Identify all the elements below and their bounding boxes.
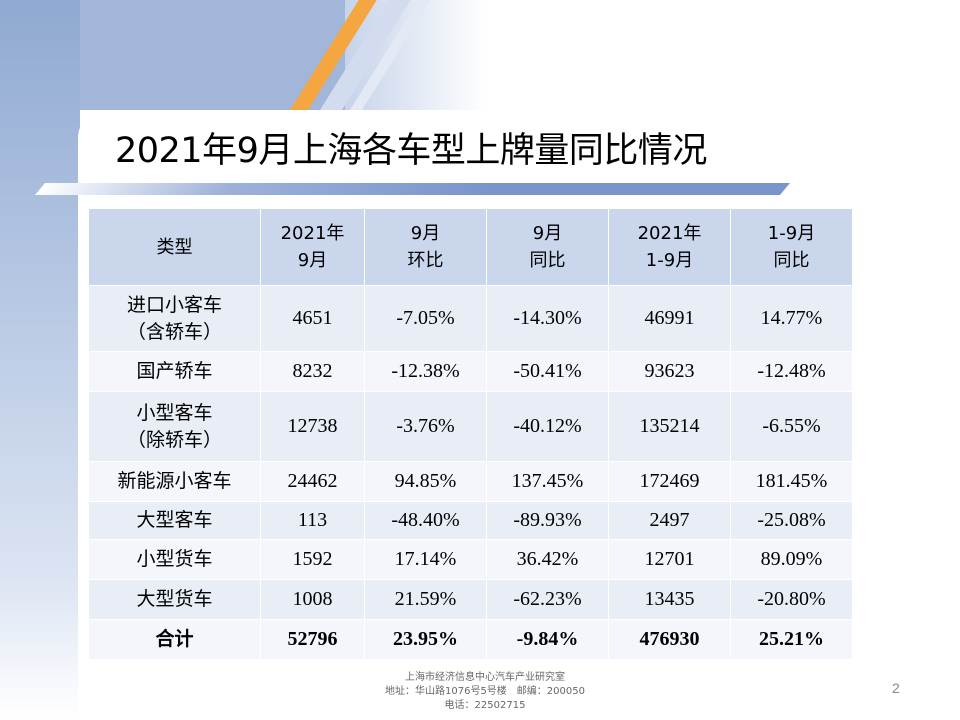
cell-sep-count: 52796 — [260, 619, 365, 660]
cell-ytd-count: 13435 — [608, 579, 731, 620]
footer-phone: 电话：22502715 — [444, 700, 526, 711]
row-category: 进口小客车 （含轿车） — [88, 285, 261, 352]
table-row: 进口小客车 （含轿车） 4651 -7.05% -14.30% 46991 14.… — [88, 285, 853, 352]
header-cell-yoy: 9月 同比 — [486, 208, 609, 286]
cell-mom: 23.95% — [364, 619, 487, 660]
data-table: 类型 2021年 9月 9月 环比 9月 同比 2021年 1-9月 1-9月 同比 进口… — [88, 208, 853, 660]
cell-mom: 21.59% — [364, 579, 487, 620]
cell-sep-count: 12738 — [260, 391, 365, 462]
cell-ytd-count: 46991 — [608, 285, 731, 352]
table-row: 小型货车 1592 17.14% 36.42% 12701 89.09% — [88, 539, 853, 580]
cell-yoy: -50.41% — [486, 351, 609, 392]
row-category: 大型客车 — [88, 501, 261, 540]
cell-sep-count: 1592 — [260, 539, 365, 580]
table-row: 国产轿车 8232 -12.38% -50.41% 93623 -12.48% — [88, 351, 853, 392]
cell-sep-count: 4651 — [260, 285, 365, 352]
cell-sep-count: 113 — [260, 501, 365, 540]
cell-mom: -3.76% — [364, 391, 487, 462]
table-total-row: 合计 52796 23.95% -9.84% 476930 25.21% — [88, 619, 853, 660]
title-underline-bar — [34, 183, 791, 195]
cell-mom: -12.38% — [364, 351, 487, 392]
footer-org: 上海市经济信息中心汽车产业研究室 — [405, 672, 565, 683]
cell-ytd-yoy: -12.48% — [730, 351, 853, 392]
cell-yoy: -89.93% — [486, 501, 609, 540]
row-category: 国产轿车 — [88, 351, 261, 392]
cell-ytd-count: 2497 — [608, 501, 731, 540]
table-row: 大型客车 113 -48.40% -89.93% 2497 -25.08% — [88, 501, 853, 540]
cell-ytd-yoy: 14.77% — [730, 285, 853, 352]
table-row: 新能源小客车 24462 94.85% 137.45% 172469 181.4… — [88, 461, 853, 502]
row-category: 小型货车 — [88, 539, 261, 580]
cell-ytd-yoy: 25.21% — [730, 619, 853, 660]
row-category: 合计 — [88, 619, 261, 660]
cell-yoy: -14.30% — [486, 285, 609, 352]
row-category: 大型货车 — [88, 579, 261, 620]
cell-ytd-yoy: -25.08% — [730, 501, 853, 540]
cell-mom: 94.85% — [364, 461, 487, 502]
header-cell-type: 类型 — [88, 208, 261, 286]
cell-ytd-count: 135214 — [608, 391, 731, 462]
cell-ytd-count: 476930 — [608, 619, 731, 660]
page-number: 2 — [892, 680, 900, 696]
slide-title: 2021年9月上海各车型上牌量同比情况 — [115, 131, 707, 171]
cell-yoy: 36.42% — [486, 539, 609, 580]
cell-sep-count: 8232 — [260, 351, 365, 392]
cell-yoy: 137.45% — [486, 461, 609, 502]
footer-contact: 上海市经济信息中心汽车产业研究室 地址：华山路1076号5号楼 邮编：20005… — [330, 671, 640, 713]
left-decor-panel — [0, 0, 80, 720]
cell-ytd-yoy: 89.09% — [730, 539, 853, 580]
cell-yoy: -40.12% — [486, 391, 609, 462]
cell-ytd-yoy: 181.45% — [730, 461, 853, 502]
cell-ytd-count: 172469 — [608, 461, 731, 502]
cell-ytd-yoy: -20.80% — [730, 579, 853, 620]
header-cell-ytd-yoy: 1-9月 同比 — [730, 208, 853, 286]
cell-ytd-count: 12701 — [608, 539, 731, 580]
cell-ytd-yoy: -6.55% — [730, 391, 853, 462]
cell-mom: -7.05% — [364, 285, 487, 352]
cell-yoy: -9.84% — [486, 619, 609, 660]
cell-mom: -48.40% — [364, 501, 487, 540]
table-header-row: 类型 2021年 9月 9月 环比 9月 同比 2021年 1-9月 1-9月 同比 — [88, 208, 853, 286]
header-cell-sep-2021: 2021年 9月 — [260, 208, 365, 286]
table-row: 小型客车 （除轿车） 12738 -3.76% -40.12% 135214 -6… — [88, 391, 853, 462]
cell-ytd-count: 93623 — [608, 351, 731, 392]
cell-mom: 17.14% — [364, 539, 487, 580]
header-cell-ytd-2021: 2021年 1-9月 — [608, 208, 731, 286]
cell-yoy: -62.23% — [486, 579, 609, 620]
header-cell-mom: 9月 环比 — [364, 208, 487, 286]
cell-sep-count: 1008 — [260, 579, 365, 620]
footer-address: 地址：华山路1076号5号楼 邮编：200050 — [385, 686, 585, 697]
row-category: 小型客车 （除轿车） — [88, 391, 261, 462]
cell-sep-count: 24462 — [260, 461, 365, 502]
row-category: 新能源小客车 — [88, 461, 261, 502]
table-row: 大型货车 1008 21.59% -62.23% 13435 -20.80% — [88, 579, 853, 620]
